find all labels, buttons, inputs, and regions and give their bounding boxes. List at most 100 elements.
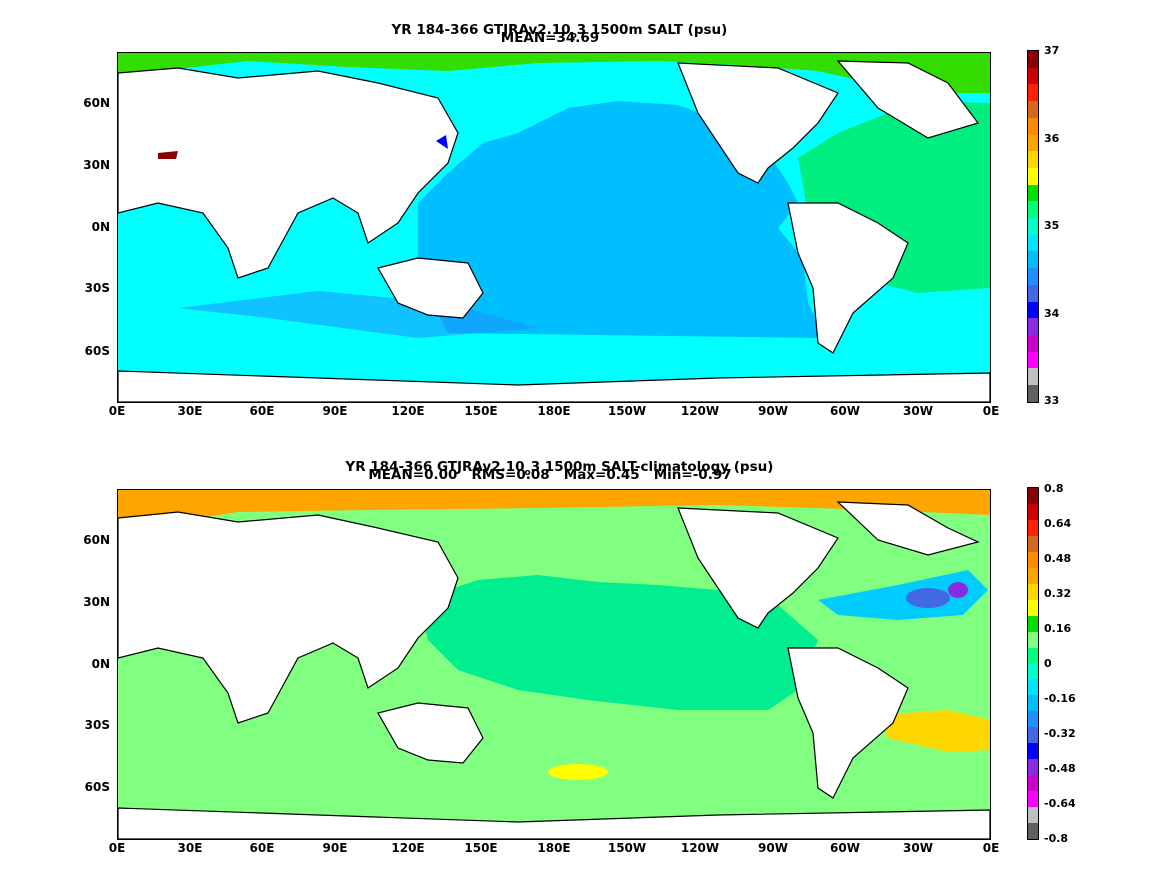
colorbar-swatch	[1028, 67, 1038, 85]
south-atlantic-positive-anomaly	[878, 710, 990, 752]
colorbar-swatch	[1028, 251, 1038, 269]
pacific-region	[418, 101, 823, 338]
colorbar-swatch	[1028, 503, 1038, 520]
colorbar-swatch	[1028, 743, 1038, 760]
lon-label: 30W	[903, 404, 933, 418]
lon-label: 30E	[177, 404, 203, 418]
lon-label: 30E	[177, 841, 203, 855]
colorbar-label: -0.8	[1044, 832, 1069, 845]
colorbar-swatch	[1028, 663, 1038, 680]
colorbar-swatch	[1028, 117, 1038, 135]
lon-label: 0E	[982, 841, 1000, 855]
colorbar	[1027, 487, 1039, 840]
lon-label: 150W	[607, 841, 647, 855]
panel-title: YR 184-366 GTJRAv2.10o3 1500m SALT (psu)	[391, 22, 728, 41]
lon-label: 120E	[391, 841, 425, 855]
colorbar-label: 0.32	[1044, 587, 1072, 600]
colorbar-label: 36	[1044, 132, 1060, 145]
colorbar-swatch	[1028, 647, 1038, 664]
lat-label: 60N	[83, 96, 110, 110]
colorbar-swatch	[1028, 807, 1038, 824]
lon-label: 90E	[322, 841, 348, 855]
mediterranean-patch	[158, 151, 178, 159]
lon-label: 90E	[322, 404, 348, 418]
colorbar-label: 37	[1044, 44, 1060, 57]
lat-label: 0N	[91, 220, 110, 234]
colorbar-label: 0.64	[1044, 517, 1072, 530]
lon-label: 120W	[680, 841, 720, 855]
japan-sea-patch	[436, 135, 448, 149]
colorbar-swatch	[1028, 567, 1038, 584]
lon-label: 0E	[982, 404, 1000, 418]
colorbar-swatch	[1028, 318, 1038, 335]
land-masses	[118, 60, 990, 402]
colorbar-swatch	[1028, 791, 1038, 808]
south-pacific-positive-anomaly	[548, 764, 608, 780]
colorbar-label: -0.16	[1044, 692, 1076, 705]
colorbar-label: 0.16	[1044, 622, 1072, 635]
colorbar-swatch	[1028, 823, 1038, 839]
colorbar-label: -0.48	[1044, 762, 1076, 775]
colorbar-swatch	[1028, 695, 1038, 712]
lon-label: 180E	[537, 404, 571, 418]
lat-label: 60N	[83, 533, 110, 547]
colorbar-swatch	[1028, 134, 1038, 152]
colorbar-swatch	[1028, 599, 1038, 616]
north-atlantic-anomaly	[948, 582, 968, 598]
lon-label: 60E	[249, 841, 275, 855]
lat-label: 30S	[84, 718, 110, 732]
lon-label: 150E	[464, 404, 498, 418]
colorbar-label: 0	[1044, 657, 1052, 670]
colorbar-swatch	[1028, 334, 1038, 352]
salinity-map	[117, 52, 991, 403]
southern-tongue	[178, 291, 538, 338]
panel-title: YR 184-366 GTJRAv2.10o3 1500m SALT-clima…	[345, 459, 774, 478]
colorbar-swatch	[1028, 301, 1038, 319]
colorbar-swatch	[1028, 759, 1038, 776]
colorbar-label: 35	[1044, 219, 1060, 232]
colorbar-swatch	[1028, 151, 1038, 168]
lon-label: 150E	[464, 841, 498, 855]
panel-stats: MEAN=34.69	[500, 30, 600, 46]
lat-label: 30N	[83, 595, 110, 609]
colorbar-swatch	[1028, 368, 1038, 386]
lon-label: 60E	[249, 404, 275, 418]
colorbar-swatch	[1028, 101, 1038, 118]
anomaly-map-canvas	[118, 490, 990, 839]
colorbar-swatch	[1028, 679, 1038, 696]
colorbar-swatch	[1028, 201, 1038, 219]
colorbar-swatch	[1028, 184, 1038, 202]
arctic-positive-anomaly	[118, 490, 990, 530]
lon-label: 90W	[758, 404, 788, 418]
lat-label: 30S	[84, 281, 110, 295]
colorbar-label: -0.32	[1044, 727, 1076, 740]
colorbar-swatch	[1028, 583, 1038, 600]
colorbar-swatch	[1028, 775, 1038, 792]
colorbar-label: 33	[1044, 394, 1060, 407]
colorbar	[1027, 50, 1039, 403]
panel-stats: MEAN=0.00 RMS=0.08 Max=0.45 Min=-0.97	[368, 467, 732, 483]
lon-label: 120E	[391, 404, 425, 418]
colorbar-label: 0.8	[1044, 482, 1064, 495]
colorbar-swatch	[1028, 218, 1038, 235]
lat-label: 0N	[91, 657, 110, 671]
colorbar-swatch	[1028, 519, 1038, 536]
colorbar-swatch	[1028, 284, 1038, 302]
colorbar-swatch	[1028, 488, 1038, 504]
lon-label: 60W	[830, 404, 860, 418]
lon-label: 0E	[108, 841, 126, 855]
salinity-map-canvas	[118, 53, 990, 402]
land-masses	[118, 501, 990, 839]
colorbar-swatch	[1028, 535, 1038, 552]
colorbar-label: 0.48	[1044, 552, 1072, 565]
colorbar-swatch	[1028, 51, 1038, 68]
anomaly-map	[117, 489, 991, 840]
lon-label: 60W	[830, 841, 860, 855]
colorbar-swatch	[1028, 268, 1038, 285]
colorbar-swatch	[1028, 711, 1038, 728]
lon-label: 120W	[680, 404, 720, 418]
colorbar-swatch	[1028, 727, 1038, 744]
colorbar-swatch	[1028, 167, 1038, 185]
lat-label: 60S	[84, 780, 110, 794]
colorbar-swatch	[1028, 615, 1038, 632]
